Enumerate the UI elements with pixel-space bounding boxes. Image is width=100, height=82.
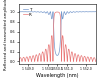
R [95,61,96,62]
T [22,11,23,12]
Line: R: R [19,12,96,62]
T [46,12,47,13]
R [79,60,81,61]
T [64,11,65,12]
T [79,11,81,12]
T [95,11,96,12]
T [57,55,58,56]
T [75,11,76,12]
R [31,61,32,62]
T [31,11,32,12]
R [57,11,58,12]
R [64,59,65,60]
R [46,53,47,54]
R [75,56,76,57]
Line: T: T [19,12,96,55]
R [22,59,23,60]
Legend: T, R: T, R [22,7,32,17]
R [67,55,68,56]
Y-axis label: Reflected and transmitted amplitude: Reflected and transmitted amplitude [4,0,8,70]
X-axis label: Wavelength (nm): Wavelength (nm) [36,73,78,78]
R [18,60,19,61]
T [67,12,68,13]
T [18,11,19,12]
